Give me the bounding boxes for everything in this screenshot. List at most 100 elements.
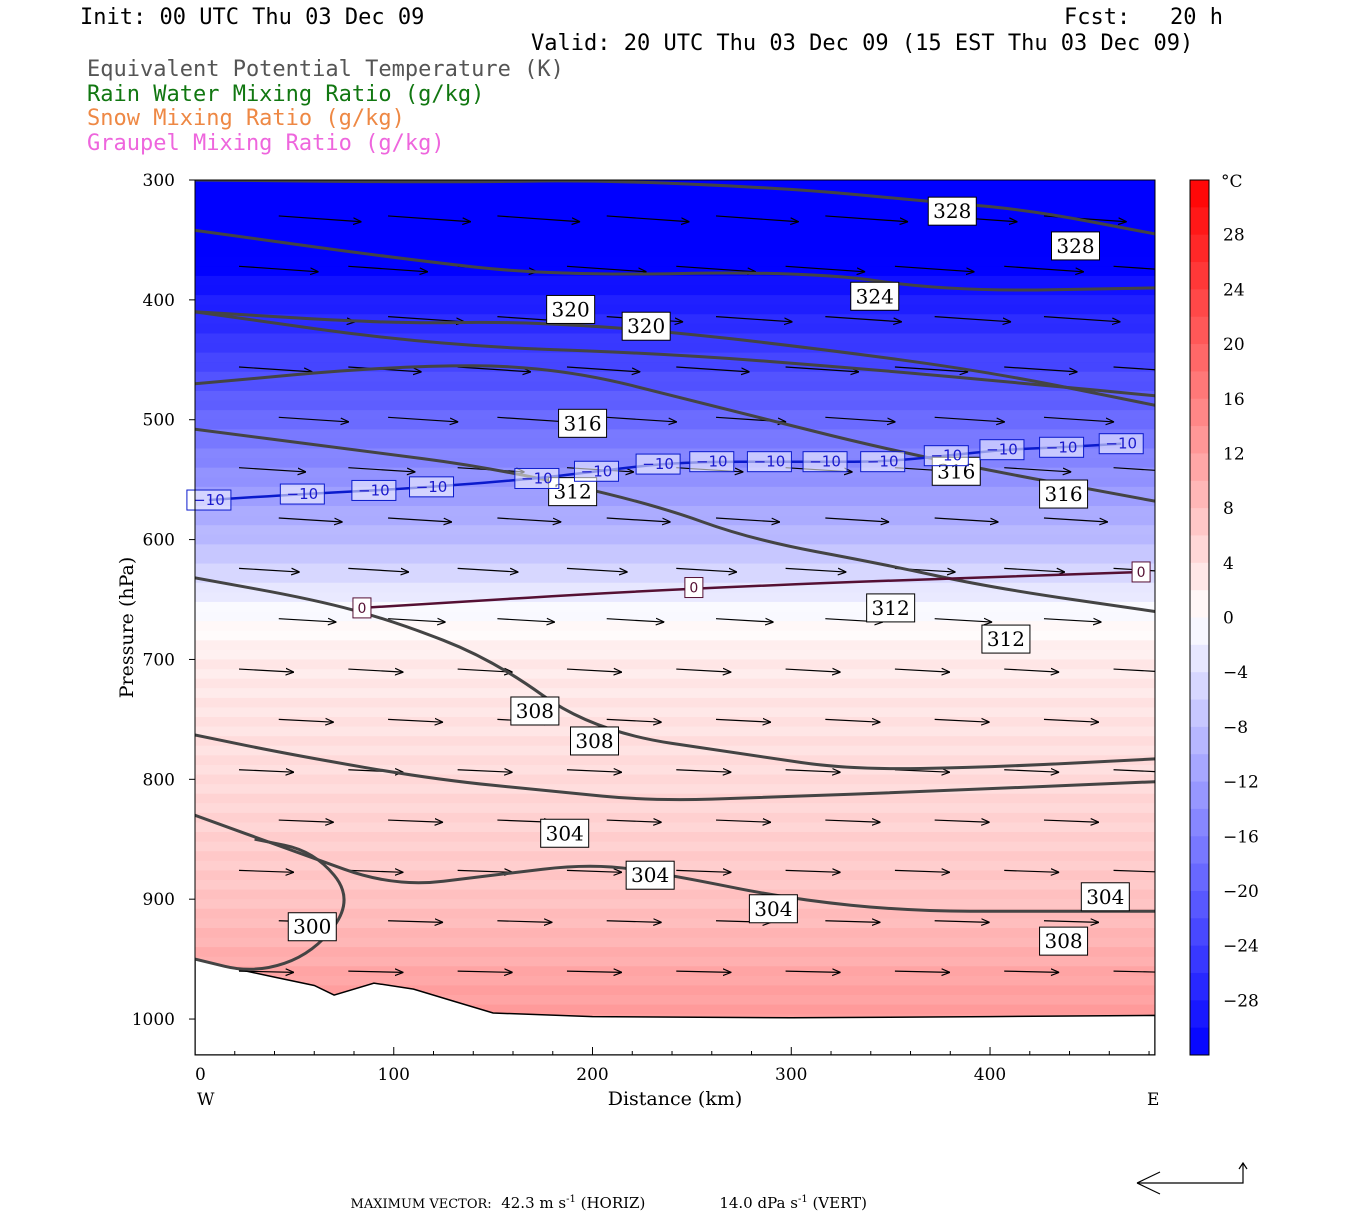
colorbar-swatch — [1190, 754, 1209, 783]
isotherm-label: −10 — [979, 439, 1025, 461]
isotherm-label-text: −10 — [1046, 438, 1078, 456]
temperature-band — [195, 323, 1155, 335]
colorbar-tick-label: 4 — [1223, 554, 1234, 574]
temperature-band — [195, 841, 1155, 852]
wind-vector — [238, 568, 300, 572]
wind-vector — [1113, 869, 1155, 873]
temperature-band — [195, 860, 1155, 872]
y-tick-label: 500 — [143, 411, 175, 431]
wind-vector — [278, 820, 334, 822]
temperature-band — [195, 343, 1155, 354]
wind-vector — [388, 719, 443, 722]
wind-vector — [566, 366, 640, 372]
wind-vector — [1004, 265, 1084, 271]
colorbar-tick-label: −8 — [1223, 718, 1248, 738]
colorbar-swatch — [1190, 508, 1209, 536]
wind-vector — [457, 971, 513, 972]
x-tick-label: 0 — [195, 1065, 206, 1085]
isotherm-label-text: −10 — [521, 469, 553, 487]
wind-vector — [825, 316, 901, 322]
temperature-band — [195, 208, 1155, 219]
wind-vector — [457, 568, 519, 572]
isotherm-label: −10 — [802, 451, 848, 473]
isotherm-label-text: 0 — [1137, 565, 1146, 581]
wind-vector — [238, 669, 294, 672]
isotherm-label: −10 — [186, 489, 232, 511]
temperature-band — [195, 573, 1155, 584]
theta-e-label-text: 328 — [933, 199, 971, 223]
wind-vector — [934, 416, 1005, 422]
colorbar-swatch — [1190, 316, 1209, 345]
theta-e-label-text: 316 — [1044, 482, 1082, 506]
theta-e-label: 304 — [540, 818, 590, 848]
wind-vector — [1113, 970, 1155, 973]
theta-e-label-text: 328 — [1056, 234, 1094, 258]
wind-vector — [1043, 619, 1102, 622]
wind-vector — [1113, 265, 1155, 270]
wind-vector — [785, 669, 841, 672]
contour-labels: 3283283243203203163163163123123123083083… — [186, 196, 1151, 956]
temperature-band — [195, 180, 1155, 191]
isotherm-label: −10 — [635, 453, 681, 475]
isotherm-label: −10 — [860, 451, 906, 473]
x-axis-label: Distance (km) — [608, 1088, 743, 1110]
theta-e-label: 308 — [570, 726, 620, 756]
wind-vector — [1043, 719, 1099, 722]
wind-vector — [348, 669, 403, 672]
colorbar-swatch — [1190, 781, 1209, 810]
theta-e-label: 328 — [1050, 231, 1100, 261]
wind-vector — [606, 820, 662, 822]
isotherm-label-text: −10 — [193, 491, 225, 509]
colorbar-swatch — [1190, 808, 1209, 837]
temperature-band — [195, 621, 1155, 632]
temperature-band — [195, 707, 1155, 718]
temperature-band — [195, 985, 1155, 996]
isotherm-label: −10 — [746, 451, 792, 473]
wind-vector — [1004, 770, 1059, 772]
wind-vector — [676, 770, 731, 772]
wind-vector — [1113, 769, 1155, 773]
wind-vector — [894, 669, 950, 672]
valid-time: Valid: 20 UTC Thu 03 Dec 09 (15 EST Thu … — [531, 31, 1194, 56]
isotherm-label-text: −10 — [358, 481, 390, 499]
colorbar-swatch — [1190, 262, 1209, 290]
theta-e-label-text: 304 — [1086, 885, 1124, 909]
legend-snow: Snow Mixing Ratio (g/kg) — [87, 106, 405, 131]
temperature-band — [195, 851, 1155, 862]
wind-vector — [1004, 971, 1059, 972]
theta-e-contour-320 — [195, 364, 1155, 503]
east-label: E — [1147, 1090, 1159, 1110]
temperature-band — [195, 410, 1155, 421]
theta-e-label-text: 316 — [563, 411, 601, 435]
isotherm-label-text: −10 — [581, 462, 613, 480]
temperature-band — [195, 755, 1155, 766]
wind-vector — [497, 619, 555, 622]
y-tick-label: 1000 — [132, 1010, 175, 1030]
temperature-band — [195, 601, 1155, 613]
wind-vector — [388, 416, 458, 422]
wind-vector — [934, 517, 999, 522]
isotherm-label: −10 — [1098, 433, 1144, 455]
colorbar-swatch — [1190, 289, 1209, 318]
temperature-band — [195, 726, 1155, 737]
wind-vector — [1113, 366, 1155, 371]
temperature-band — [195, 486, 1155, 498]
theta-e-label-text: 300 — [293, 915, 331, 939]
isotherm-label: −10 — [689, 451, 735, 473]
isotherm-label-text: −10 — [754, 453, 786, 471]
wind-vector — [1043, 316, 1120, 322]
wind-vector — [566, 971, 622, 972]
temperature-band — [195, 362, 1155, 373]
y-tick-label: 700 — [143, 650, 175, 670]
legend-rain: Rain Water Mixing Ratio (g/kg) — [87, 82, 485, 107]
temperature-band — [195, 716, 1155, 728]
theta-e-label: 312 — [866, 593, 916, 623]
theta-e-label: 316 — [558, 408, 608, 438]
temperature-band — [195, 266, 1155, 277]
colorbar-tick-label: 16 — [1223, 390, 1245, 410]
temperature-band — [195, 381, 1155, 392]
wind-vector — [1113, 467, 1155, 471]
temperature-band — [195, 496, 1155, 507]
isotherm-label-text: −10 — [1105, 435, 1137, 453]
colorbar-swatch — [1190, 644, 1209, 673]
